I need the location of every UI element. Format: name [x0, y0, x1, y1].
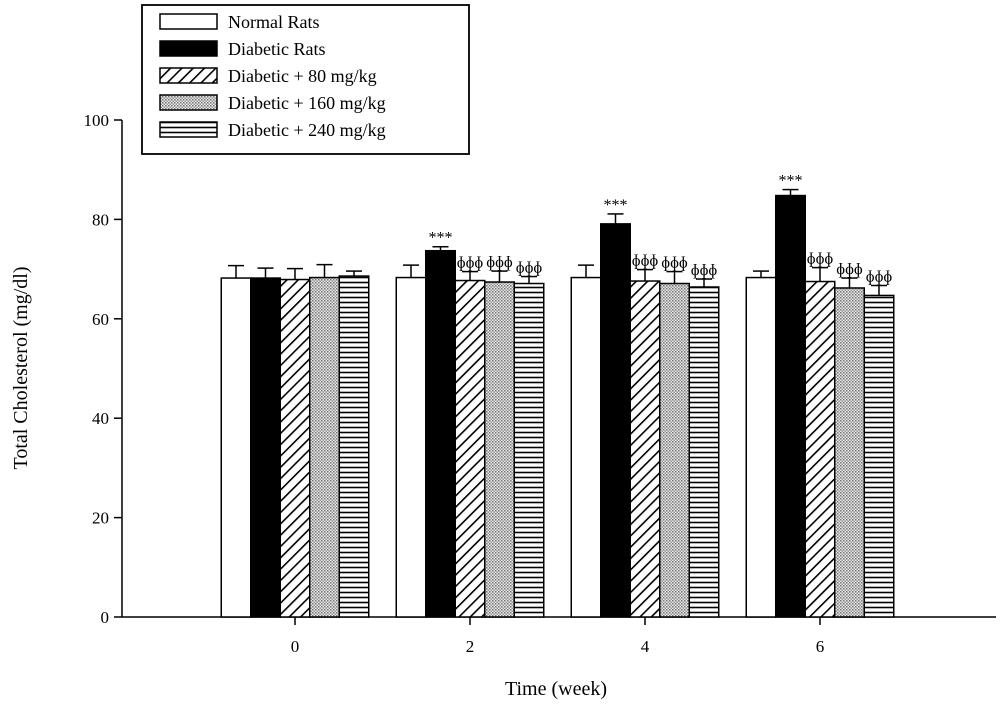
significance-label: ɸɸɸ	[632, 253, 659, 270]
bar	[804, 280, 836, 618]
bar	[775, 194, 806, 618]
bar	[338, 275, 370, 618]
y-axis-title: Total Cholesterol (mg/dl)	[10, 266, 32, 469]
x-tick-label: 0	[291, 637, 300, 656]
significance-label: ɸɸɸ	[486, 254, 513, 271]
bar	[395, 276, 427, 618]
y-tick-label: 80	[92, 210, 109, 229]
bar	[513, 282, 545, 618]
bar	[309, 276, 340, 618]
significance-label: ɸɸɸ	[866, 269, 893, 286]
significance-label: ɸɸɸ	[661, 255, 688, 272]
legend: Normal Rats Diabetic Rats Diabetic + 80 mg…	[141, 4, 470, 155]
y-tick-label: 20	[92, 509, 109, 528]
significance-label: ***	[429, 230, 453, 247]
bar	[659, 282, 690, 618]
legend-label: Diabetic + 80 mg/kg	[228, 66, 377, 86]
legend-swatch	[159, 121, 218, 138]
legend-label: Diabetic + 160 mg/kg	[228, 93, 386, 113]
significance-label: ***	[604, 197, 628, 214]
y-tick-label: 0	[101, 608, 110, 627]
legend-swatch	[159, 40, 218, 57]
legend-label: Normal Rats	[228, 12, 320, 32]
x-tick-label: 2	[466, 637, 475, 656]
legend-label: Diabetic Rats	[228, 39, 325, 59]
bar	[600, 223, 631, 618]
bar	[454, 279, 486, 618]
significance-label: ɸɸɸ	[836, 261, 863, 278]
legend-label: Diabetic + 240 mg/kg	[228, 120, 386, 140]
x-tick-label: 6	[816, 637, 825, 656]
y-tick-label: 100	[84, 111, 110, 130]
bar	[570, 276, 602, 618]
bar	[484, 281, 515, 618]
significance-label: ɸɸɸ	[457, 255, 484, 272]
bar	[220, 277, 252, 618]
legend-swatch	[159, 67, 218, 84]
bar	[425, 249, 456, 618]
y-tick-label: 40	[92, 409, 109, 428]
bar	[745, 276, 777, 618]
bar	[863, 294, 895, 618]
significance-label: ***	[779, 173, 803, 190]
x-axis-title: Time (week)	[505, 678, 607, 700]
legend-swatch	[159, 13, 218, 30]
x-tick-label: 4	[641, 637, 650, 656]
significance-label: ɸɸɸ	[691, 262, 718, 279]
bar	[834, 287, 865, 618]
bar	[250, 277, 281, 618]
y-tick-label: 60	[92, 310, 109, 329]
bar	[279, 278, 311, 618]
bar	[629, 280, 661, 618]
significance-label: ɸɸɸ	[807, 251, 834, 268]
significance-label: ɸɸɸ	[516, 260, 543, 277]
bar	[688, 286, 720, 618]
legend-swatch	[159, 94, 218, 111]
